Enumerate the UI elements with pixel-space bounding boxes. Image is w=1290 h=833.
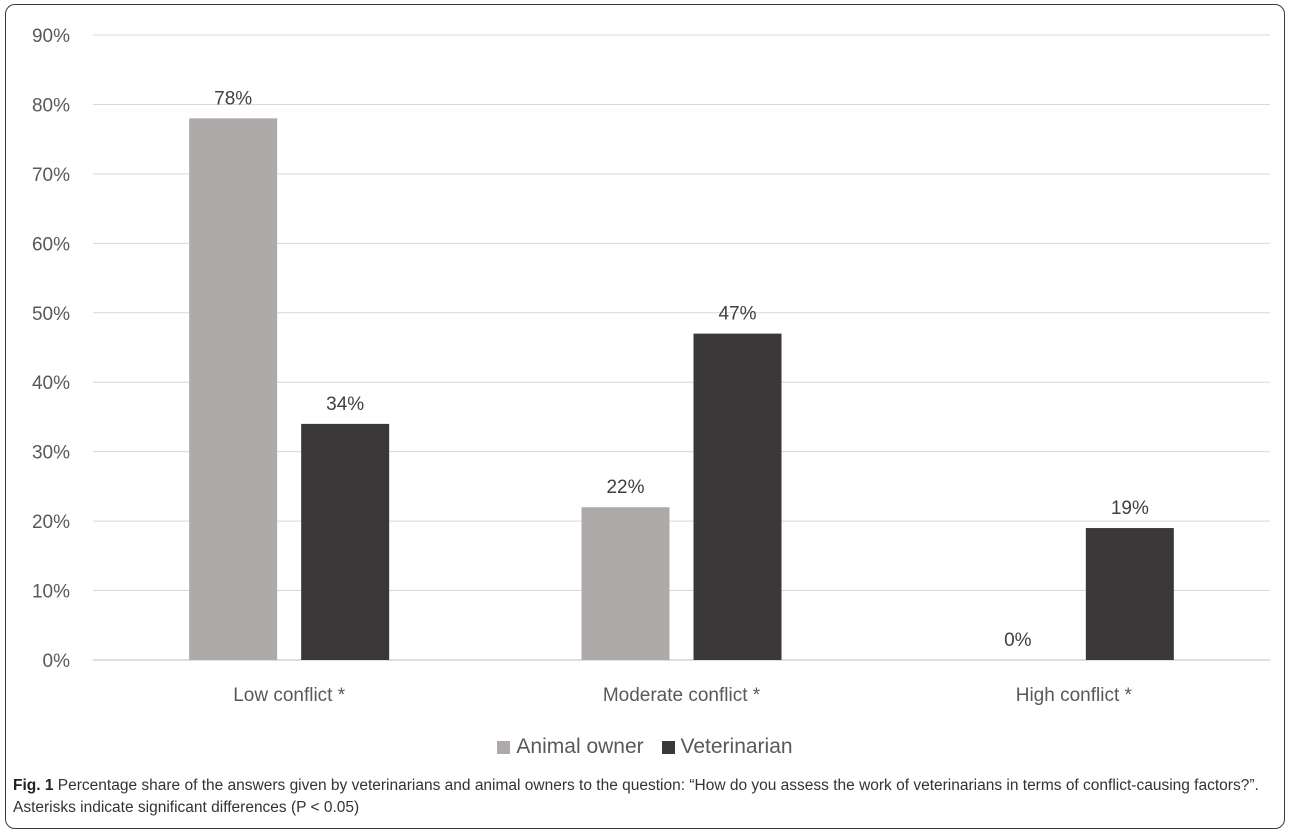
data-label: 47% [718, 304, 756, 325]
data-label: 78% [214, 88, 252, 109]
bar-animal-owner [581, 507, 670, 660]
bar-veterinarian [693, 333, 782, 660]
y-tick-label: 90% [32, 26, 70, 47]
x-category-label: Moderate conflict * [603, 685, 761, 706]
bar-animal-owner [189, 118, 278, 661]
y-tick-label: 20% [32, 512, 70, 533]
legend-item-veterinarian: Veterinarian [661, 735, 793, 759]
legend-label-veterinarian: Veterinarian [680, 735, 793, 758]
data-label: 0% [1004, 630, 1032, 651]
data-label: 22% [606, 477, 644, 498]
y-tick-label: 10% [32, 582, 70, 603]
x-category-label: Low conflict * [233, 685, 346, 706]
legend-item-animal-owner: Animal owner [497, 735, 644, 759]
bar-veterinarian [1085, 528, 1174, 660]
bar-veterinarian [301, 423, 390, 660]
y-tick-label: 80% [32, 95, 70, 116]
y-tick-label: 60% [32, 234, 70, 255]
y-tick-label: 0% [43, 651, 71, 672]
caption-label: Fig. 1 [13, 777, 54, 794]
figure-caption: Fig. 1 Percentage share of the answers g… [13, 775, 1278, 819]
y-tick-label: 70% [32, 165, 70, 186]
x-category-label: High conflict * [1016, 685, 1133, 706]
legend-swatch-animal-owner [497, 740, 511, 754]
data-label: 19% [1111, 498, 1149, 519]
data-label: 34% [326, 394, 364, 415]
y-tick-label: 30% [32, 443, 70, 464]
legend-label-animal-owner: Animal owner [516, 735, 644, 758]
legend-swatch-veterinarian [661, 740, 675, 754]
bar-chart: 0% 10% 20% 30% 40% 50% 60% 70% 80% 90% 78% 34% Low c… [32, 26, 1270, 706]
y-tick-label: 50% [32, 304, 70, 325]
caption-text: Percentage share of the answers given by… [13, 777, 1259, 816]
legend: Animal owner Veterinarian [0, 735, 1290, 760]
y-tick-label: 40% [32, 373, 70, 394]
